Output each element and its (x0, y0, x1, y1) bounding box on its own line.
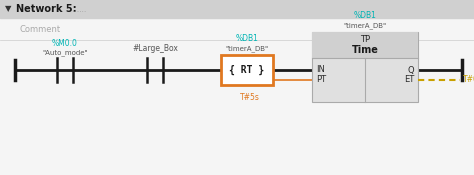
Text: { RT }: { RT } (229, 65, 264, 75)
Text: T#5s: T#5s (240, 93, 260, 102)
Bar (0, 0, 474, 18)
Bar (221, 55, 273, 85)
Text: PT: PT (316, 75, 326, 85)
Bar (0, 171, 474, 175)
Text: #Large_Box: #Large_Box (132, 44, 178, 53)
Text: IN: IN (316, 65, 325, 75)
Text: "timerA_DB": "timerA_DB" (226, 45, 269, 52)
Text: Network 5:: Network 5: (16, 4, 77, 14)
Text: %DB1: %DB1 (236, 34, 258, 43)
Text: Comment: Comment (20, 26, 61, 34)
Text: ET: ET (404, 75, 414, 85)
Text: ......: ...... (72, 5, 86, 13)
Text: Q: Q (407, 65, 414, 75)
Bar (312, 32, 418, 58)
Text: TP: TP (360, 36, 370, 44)
Text: ▼: ▼ (5, 5, 11, 13)
Bar (312, 32, 418, 102)
Text: Time: Time (352, 45, 378, 55)
Text: T#0ms: T#0ms (463, 75, 474, 85)
Text: %M0.0: %M0.0 (52, 39, 78, 48)
Text: "timerA_DB": "timerA_DB" (344, 22, 387, 29)
Text: "Auto_mode": "Auto_mode" (42, 49, 88, 56)
Text: %DB1: %DB1 (354, 11, 376, 20)
